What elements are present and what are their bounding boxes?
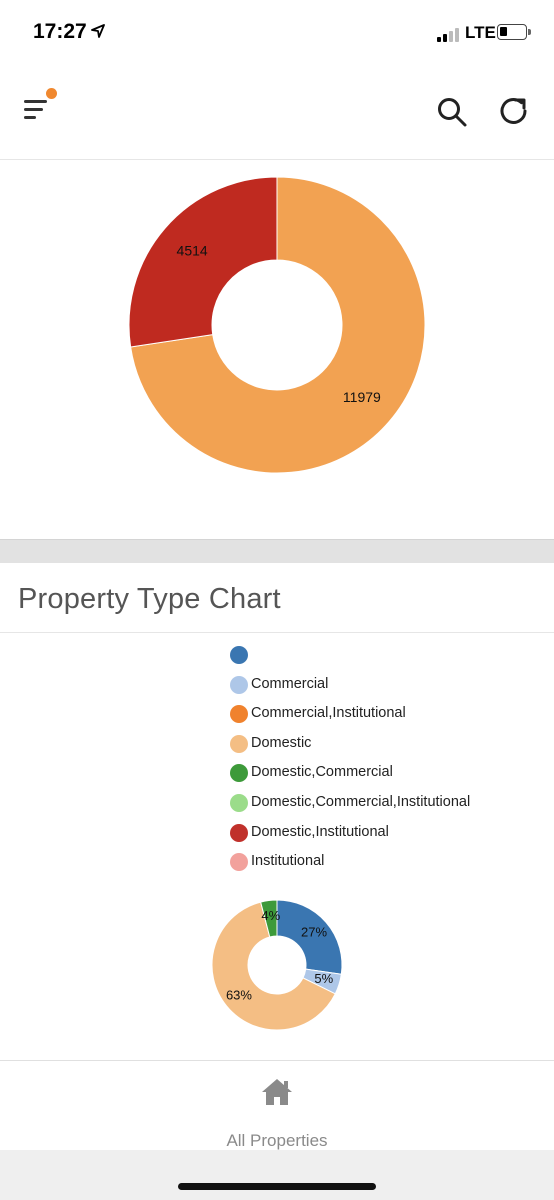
legend-swatch [230, 793, 248, 812]
home-indicator[interactable] [178, 1183, 376, 1190]
donut-slice-1-3[interactable] [211, 901, 336, 1031]
legend-label: Commercial,Institutional [251, 705, 406, 722]
battery-icon [497, 24, 527, 40]
location-arrow-icon [91, 24, 105, 38]
legend-swatch [230, 734, 248, 753]
slice-value-label-0-1: 4514 [177, 243, 208, 259]
legend-label: Domestic,Commercial [251, 764, 393, 781]
legend-label: Institutional [251, 853, 325, 870]
app-header [0, 60, 554, 160]
legend-label: Domestic [251, 734, 312, 751]
property-type-donut-chart: 27% 5% 63% 4% [211, 899, 343, 1031]
property-chart-header: Property Type Chart [0, 563, 554, 633]
network-type: LTE [465, 23, 496, 42]
legend-label: Domestic,Institutional [251, 823, 389, 840]
status-time: 17:27 [33, 20, 87, 43]
menu-button[interactable] [22, 88, 62, 128]
tab-all-properties[interactable]: All Properties [180, 1077, 374, 1150]
donut-slice-0-0[interactable] [130, 176, 426, 474]
signal-strength-icon [437, 26, 461, 42]
menu-icon [24, 100, 47, 103]
battery-cap [528, 29, 531, 35]
status-bar: 17:27 LTE [0, 0, 554, 60]
tab-label: All Properties [226, 1131, 328, 1150]
slice-value-label-1-3: 63% [226, 987, 252, 1002]
menu-icon-bar [24, 108, 43, 111]
slice-value-label-1-1: 5% [314, 971, 333, 986]
home-indicator-area [0, 1150, 554, 1200]
donut-slice-1-4[interactable] [260, 899, 278, 938]
home-icon [262, 1079, 292, 1105]
legend-swatch [230, 646, 248, 664]
slice-value-label-0-0: 11979 [343, 389, 381, 405]
top-donut-chart: 11979 4514 [128, 176, 426, 474]
bottom-tab-bar: All Properties [0, 1060, 554, 1150]
notification-dot [46, 88, 57, 99]
legend-swatch [230, 705, 248, 724]
slice-value-label-1-4: 4% [261, 908, 280, 923]
donut-slice-1-0[interactable] [276, 899, 343, 975]
slice-value-label-1-0: 27% [301, 924, 327, 939]
section-divider [0, 539, 554, 563]
refresh-icon[interactable] [497, 94, 531, 128]
legend-swatch [230, 675, 248, 694]
donut-slice-0-1[interactable] [128, 176, 278, 348]
legend-swatch [230, 764, 248, 783]
legend-label: Commercial [251, 675, 329, 692]
card-title: Property Type Chart [18, 583, 281, 615]
menu-icon-bar [24, 116, 36, 119]
legend-swatch [230, 853, 248, 872]
legend-swatch [230, 823, 248, 842]
top-chart-card: 11979 4514 [0, 161, 554, 539]
search-icon[interactable] [436, 96, 468, 128]
legend-label: Domestic,Commercial,Institutional [251, 793, 471, 810]
